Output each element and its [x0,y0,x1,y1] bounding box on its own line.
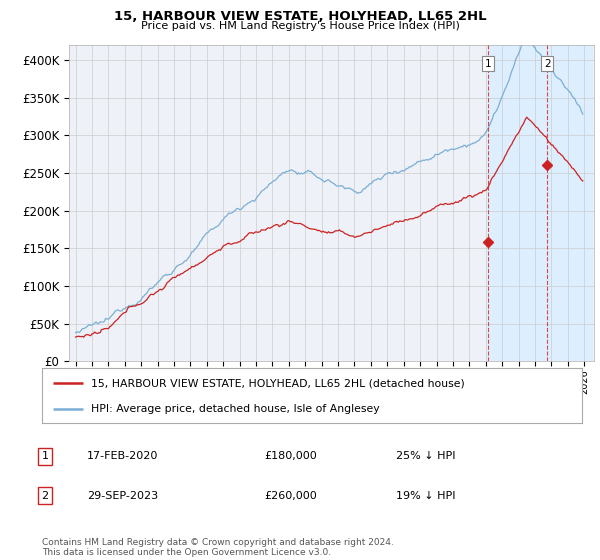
Text: 25% ↓ HPI: 25% ↓ HPI [396,451,455,461]
Text: £260,000: £260,000 [264,491,317,501]
Text: Contains HM Land Registry data © Crown copyright and database right 2024.
This d: Contains HM Land Registry data © Crown c… [42,538,394,557]
Text: 1: 1 [484,59,491,69]
Text: 2: 2 [544,59,551,69]
Text: 29-SEP-2023: 29-SEP-2023 [87,491,158,501]
Bar [547,45,592,361]
Text: Price paid vs. HM Land Registry's House Price Index (HPI): Price paid vs. HM Land Registry's House … [140,21,460,31]
Text: 2: 2 [41,491,49,501]
Bar [488,45,547,361]
Text: 15, HARBOUR VIEW ESTATE, HOLYHEAD, LL65 2HL (detached house): 15, HARBOUR VIEW ESTATE, HOLYHEAD, LL65 … [91,379,464,388]
Text: £180,000: £180,000 [264,451,317,461]
Text: 17-FEB-2020: 17-FEB-2020 [87,451,158,461]
Text: 15, HARBOUR VIEW ESTATE, HOLYHEAD, LL65 2HL: 15, HARBOUR VIEW ESTATE, HOLYHEAD, LL65 … [113,10,487,23]
Text: 1: 1 [41,451,49,461]
Text: HPI: Average price, detached house, Isle of Anglesey: HPI: Average price, detached house, Isle… [91,404,379,414]
Text: 19% ↓ HPI: 19% ↓ HPI [396,491,455,501]
